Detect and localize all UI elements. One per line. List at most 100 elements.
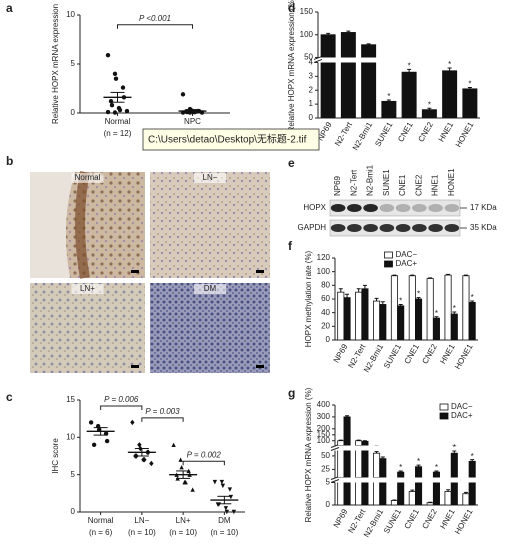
- y-axis-label: Relative HOPX mRNA expression: [51, 4, 60, 124]
- bar: [442, 70, 458, 118]
- scale-bar: [256, 365, 264, 368]
- legend-swatch: [384, 251, 393, 259]
- lane-label: CNE1: [398, 174, 407, 196]
- lane-label: N2-Tert: [349, 169, 358, 196]
- bar: [379, 458, 387, 478]
- blot-band: [330, 224, 346, 232]
- bar: [337, 482, 345, 505]
- error-bar: [434, 470, 439, 473]
- panel-letter: g: [288, 386, 295, 400]
- panel-letter: d: [288, 1, 295, 15]
- scale-bar: [131, 270, 139, 273]
- bar: [426, 502, 434, 505]
- x-tick-label: CNE1: [403, 342, 422, 365]
- bar: [361, 482, 369, 505]
- scale-bar: [131, 365, 139, 368]
- error-bar: [417, 357, 421, 371]
- bar: [373, 452, 381, 478]
- x-tick-label: DM: [218, 516, 231, 525]
- error-bar: [427, 107, 432, 110]
- y-tick-label: 10: [66, 10, 75, 19]
- error-bar: [434, 316, 439, 319]
- y-tick-label: 120: [317, 253, 331, 262]
- blot-band: [395, 204, 411, 212]
- bracket: [100, 405, 143, 410]
- error-bar: [339, 426, 343, 429]
- error-bar: [446, 489, 451, 492]
- legend-swatch: [439, 403, 449, 411]
- bar: [426, 278, 434, 340]
- n-label: (n = 12): [104, 129, 132, 138]
- bar: [462, 275, 470, 340]
- x-tick-label: HONE1: [454, 120, 476, 149]
- error-bar: [345, 415, 350, 417]
- blot-band: [363, 204, 378, 212]
- legend-label: DAC+: [396, 259, 418, 268]
- blot-row-label: HOPX: [303, 203, 326, 212]
- epithelium: [30, 172, 75, 278]
- error-bar: [326, 32, 331, 35]
- bar: [408, 491, 416, 505]
- bar: [373, 482, 381, 505]
- data-point: [113, 76, 119, 81]
- error-bar: [380, 456, 385, 459]
- error-bar: [446, 273, 451, 276]
- bar: [450, 313, 458, 340]
- y-tick-label: 400: [317, 400, 331, 409]
- y-tick-label: 100: [317, 436, 331, 445]
- bar: [343, 482, 351, 505]
- y-tick-label: 50: [321, 451, 330, 460]
- error-bar: [362, 284, 367, 289]
- bar: [450, 452, 458, 478]
- bar: [450, 482, 458, 505]
- data-point: [224, 509, 230, 515]
- y-tick-label: 0: [326, 500, 331, 509]
- y-tick-label: 80: [321, 280, 330, 289]
- error-bar: [363, 429, 367, 432]
- bar: [432, 482, 440, 505]
- significance: *: [417, 290, 420, 299]
- y-tick-label: 200: [317, 424, 331, 433]
- x-tick-label: Normal: [88, 516, 114, 525]
- scale-bar: [256, 270, 264, 273]
- error-bar: [338, 439, 343, 441]
- label-bg: [71, 284, 104, 294]
- data-point: [117, 107, 123, 113]
- bar: [320, 62, 336, 118]
- error-bar: [392, 274, 397, 276]
- y-tick-label: 15: [66, 395, 75, 404]
- data-point: [108, 99, 114, 104]
- blot-band: [395, 224, 411, 232]
- blot-marker: 35 KDa: [470, 223, 497, 232]
- bar: [379, 304, 387, 340]
- y-tick-label: 0: [71, 108, 76, 117]
- error-bar: [428, 277, 433, 279]
- blot-band: [412, 204, 427, 212]
- panel-letter: b: [6, 154, 13, 168]
- blot-band: [379, 224, 395, 232]
- label-bg: [194, 173, 226, 183]
- x-tick-label: SUNE1: [382, 342, 403, 370]
- bar: [355, 482, 363, 505]
- bar: [468, 482, 476, 505]
- error-bar: [356, 288, 361, 293]
- bar: [421, 109, 437, 118]
- error-bar: [399, 406, 403, 415]
- bar: [337, 450, 345, 478]
- data-point: [124, 108, 130, 114]
- error-bar: [356, 439, 361, 441]
- x-tick-label: SUNE1: [382, 507, 403, 535]
- y-tick-label: 0: [71, 507, 76, 516]
- ihc-image: [30, 283, 145, 373]
- bar: [361, 440, 369, 446]
- ihc-label: Normal: [75, 173, 101, 182]
- y-axis-label: IHC score: [51, 438, 60, 474]
- bar: [361, 450, 369, 478]
- bar: [381, 100, 397, 118]
- blot-band: [428, 204, 443, 212]
- n-label: (n = 10): [169, 528, 197, 537]
- x-tick-label: NP69: [332, 342, 350, 364]
- significance: *: [448, 60, 451, 69]
- error-bar: [463, 274, 468, 276]
- panel-letter: c: [6, 390, 13, 404]
